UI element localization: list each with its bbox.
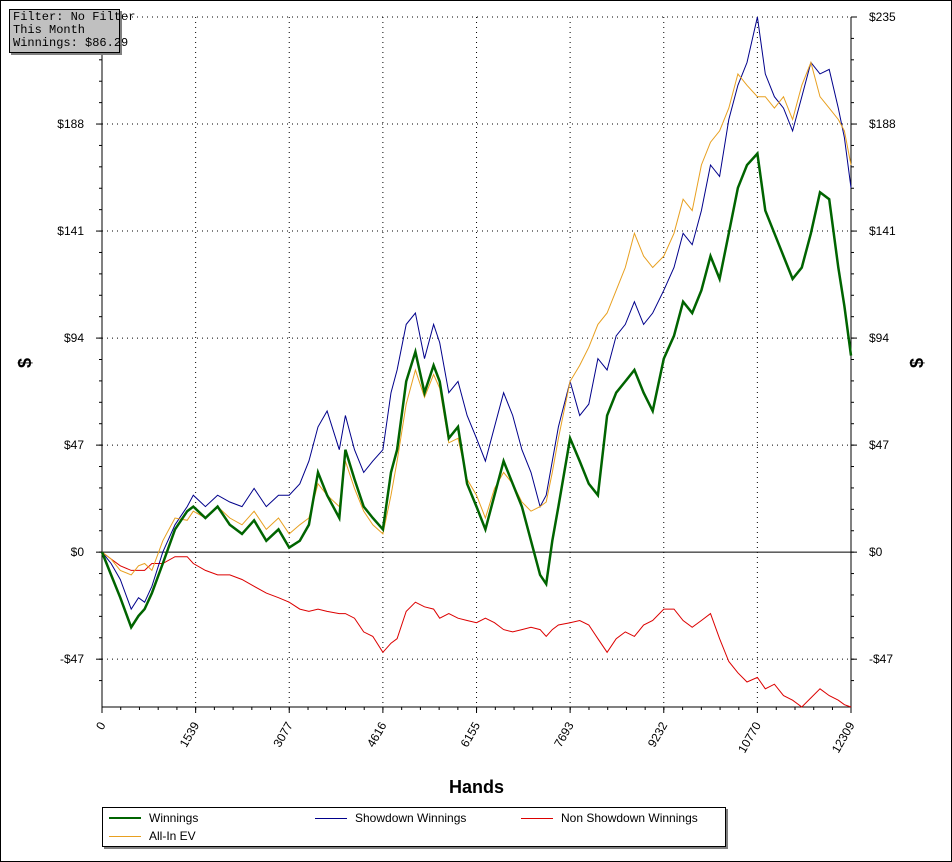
series-lines bbox=[100, 16, 853, 708]
y-tick-label-right: $47 bbox=[869, 438, 889, 452]
chart-legend: Winnings Showdown Winnings Non Showdown … bbox=[102, 807, 726, 847]
legend-item-showdown: Showdown Winnings bbox=[315, 810, 466, 826]
y-tick-label-right: $0 bbox=[869, 545, 883, 559]
series-line-showdown-winnings bbox=[101, 16, 852, 611]
winnings-total-label: Winnings: $86.29 bbox=[13, 36, 129, 50]
legend-swatch-winnings bbox=[109, 817, 141, 819]
grid-lines bbox=[102, 16, 851, 707]
x-tick-label: 3077 bbox=[270, 719, 296, 749]
series-line-winnings bbox=[100, 150, 853, 631]
y-axis-title-right: $ bbox=[907, 358, 927, 368]
x-tick-label: 10770 bbox=[735, 719, 764, 755]
series-line-all-in-ev bbox=[101, 60, 852, 576]
axes bbox=[96, 16, 857, 713]
legend-swatch-allin-ev bbox=[109, 835, 141, 837]
x-tick-label: 9232 bbox=[645, 719, 671, 749]
filter-label: Filter: No Filter bbox=[13, 10, 136, 24]
filter-info-box: Filter: No Filter This Month Winnings: $… bbox=[9, 9, 136, 53]
series-line-non-showdown-winnings bbox=[101, 551, 852, 708]
y-tick-label-left: $188 bbox=[57, 117, 84, 131]
x-tick-label: 6155 bbox=[458, 719, 484, 749]
legend-label-allin-ev: All-In EV bbox=[149, 829, 196, 843]
legend-swatch-showdown bbox=[315, 817, 347, 819]
x-tick-label: 7693 bbox=[551, 719, 577, 749]
period-label: This Month bbox=[13, 23, 86, 37]
y-tick-label-left: $47 bbox=[64, 438, 84, 452]
x-axis-title: Hands bbox=[449, 777, 504, 797]
x-tick-label: 0 bbox=[93, 719, 109, 732]
y-tick-label-right: $235 bbox=[869, 10, 896, 24]
y-axis-title-left: $ bbox=[15, 358, 35, 368]
legend-swatch-non-showdown bbox=[521, 817, 553, 819]
legend-item-allin-ev: All-In EV bbox=[109, 828, 196, 844]
legend-item-winnings: Winnings bbox=[109, 810, 198, 826]
x-tick-label: 12309 bbox=[829, 719, 858, 755]
x-tick-label: 1539 bbox=[177, 719, 203, 749]
y-tick-label-left: -$47 bbox=[60, 652, 84, 666]
y-tick-label-left: $0 bbox=[71, 545, 85, 559]
y-tick-label-right: -$47 bbox=[869, 652, 893, 666]
x-tick-label: 4616 bbox=[364, 719, 390, 749]
y-tick-label-left: $141 bbox=[57, 224, 84, 238]
y-tick-label-right: $188 bbox=[869, 117, 896, 131]
legend-item-non-showdown: Non Showdown Winnings bbox=[521, 810, 698, 826]
y-tick-label-right: $141 bbox=[869, 224, 896, 238]
legend-label-showdown: Showdown Winnings bbox=[355, 811, 467, 825]
legend-label-winnings: Winnings bbox=[149, 811, 199, 825]
y-tick-label-left: $94 bbox=[64, 331, 84, 345]
legend-label-non-showdown: Non Showdown Winnings bbox=[561, 811, 698, 825]
y-tick-label-right: $94 bbox=[869, 331, 889, 345]
